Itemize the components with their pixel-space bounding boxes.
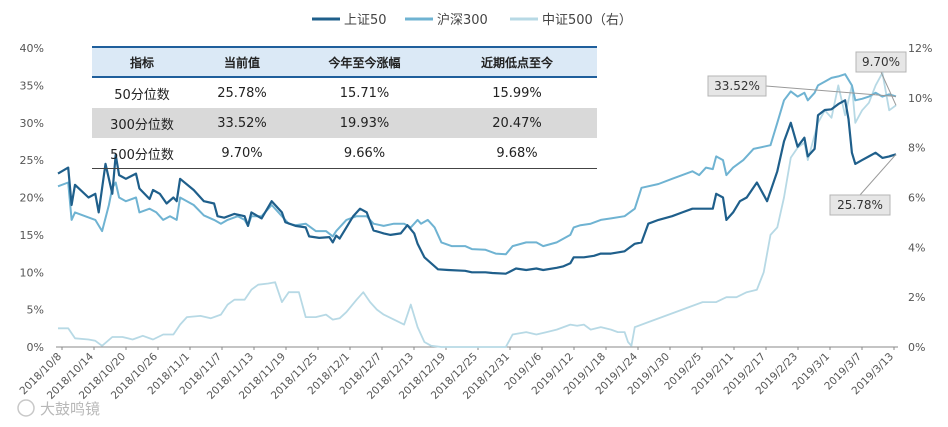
value-callouts: 33.52% 9.70% 25.78% bbox=[707, 51, 907, 216]
left-y-tick-label: 30% bbox=[20, 117, 44, 130]
table-cell: 9.68% bbox=[437, 138, 597, 169]
callout-box bbox=[707, 75, 767, 97]
table-cell: 15.99% bbox=[492, 85, 542, 101]
left-y-tick-label: 20% bbox=[20, 192, 44, 205]
callout-label: 25.78% bbox=[837, 198, 883, 212]
x-axis: 2018/10/82018/10/142018/10/202018/10/262… bbox=[18, 347, 896, 402]
right-y-tick-label: 2% bbox=[908, 291, 925, 304]
right-y-tick-label: 0% bbox=[908, 341, 925, 354]
callout-box bbox=[855, 51, 907, 73]
table-cell: 9.66% bbox=[292, 138, 437, 169]
callout-label: 9.70% bbox=[862, 55, 900, 69]
series-line-2 bbox=[58, 72, 897, 348]
right-y-tick-label: 6% bbox=[908, 192, 925, 205]
valuation-summary-table: 指标 当前值 今年至今涨幅 近期低点至今 50分位数 25.78% 15.71%… bbox=[92, 46, 597, 169]
table-cell: 9.70% bbox=[192, 138, 292, 169]
right-y-tick-label: 12% bbox=[908, 42, 932, 55]
left-y-tick-label: 5% bbox=[27, 304, 44, 317]
series-line-0 bbox=[57, 99, 897, 275]
series-line-1 bbox=[57, 73, 897, 256]
left-y-axis: 0% 5% 10% 15% 20% 25% 30% 35% 40% bbox=[20, 42, 44, 354]
left-y-tick-label: 40% bbox=[20, 42, 44, 55]
legend-label-sz50: 上证50 bbox=[344, 13, 387, 28]
watermark-logo-icon bbox=[17, 399, 35, 417]
table-cell: 500分位数 bbox=[92, 138, 192, 169]
left-y-tick-label: 0% bbox=[27, 341, 44, 354]
table-cell: 15.71% bbox=[339, 85, 390, 101]
header-indicator: 指标 bbox=[92, 46, 192, 78]
left-y-tick-label: 15% bbox=[20, 229, 44, 242]
summary-row-hs300: 300分位数 33.52% 19.93% 20.47% bbox=[92, 108, 597, 138]
table-cell: 300分位数 bbox=[92, 108, 192, 138]
series-lines bbox=[57, 72, 897, 348]
chart-legend: 上证50 沪深300 中证500（右） bbox=[312, 12, 632, 28]
table-cell: 20.47% bbox=[437, 108, 597, 138]
right-y-axis: 0% 2% 4% 6% 8% 10% 12% bbox=[908, 42, 932, 354]
summary-header-row: 指标 当前值 今年至今涨幅 近期低点至今 bbox=[92, 46, 597, 78]
callout-leader bbox=[859, 153, 897, 196]
table-cell: 25.78% bbox=[217, 85, 267, 101]
legend-label-hs300: 沪深300 bbox=[437, 12, 488, 28]
summary-row-zz500: 500分位数 9.70% 9.66% 9.68% bbox=[92, 138, 597, 169]
callout-leader bbox=[765, 85, 897, 97]
right-y-tick-label: 4% bbox=[908, 241, 925, 254]
callout-leader bbox=[880, 71, 897, 106]
header-ytd-gain: 今年至今涨幅 bbox=[292, 46, 437, 78]
callout-box bbox=[829, 194, 891, 216]
header-since-recent-low: 近期低点至今 bbox=[437, 46, 597, 78]
legend-label-zz500: 中证500（右） bbox=[542, 13, 632, 28]
watermark: 大鼓鸣镜 bbox=[17, 399, 100, 418]
callout-label: 33.52% bbox=[714, 79, 760, 93]
table-cell: 50分位数 bbox=[114, 87, 170, 103]
left-y-tick-label: 25% bbox=[20, 154, 44, 167]
summary-row-sz50: 50分位数 25.78% 15.71% 15.99% bbox=[92, 77, 597, 108]
right-y-tick-label: 10% bbox=[908, 92, 932, 105]
left-y-tick-label: 10% bbox=[20, 266, 44, 279]
header-current-value: 当前值 bbox=[192, 46, 292, 78]
watermark-text: 大鼓鸣镜 bbox=[40, 400, 100, 418]
table-cell: 33.52% bbox=[192, 108, 292, 138]
table-cell: 19.93% bbox=[292, 108, 437, 138]
left-y-tick-label: 35% bbox=[20, 79, 44, 92]
right-y-tick-label: 8% bbox=[908, 142, 925, 155]
